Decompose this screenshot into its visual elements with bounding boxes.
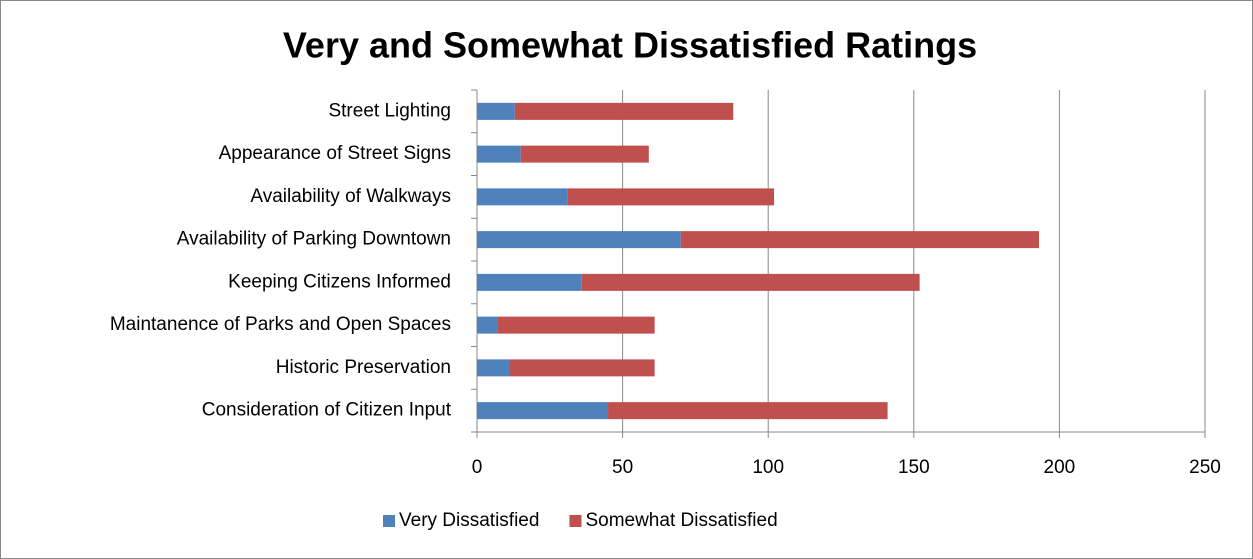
y-tick-label: Historic Preservation: [276, 357, 451, 378]
legend-label: Somewhat Dissatisfied: [585, 510, 777, 531]
bar: [477, 273, 582, 291]
bar: [477, 188, 568, 206]
y-tick-label: Maintanence of Parks and Open Spaces: [110, 314, 451, 335]
bar: [520, 145, 649, 163]
x-tick-label: 250: [1189, 457, 1221, 478]
bar: [477, 145, 521, 163]
bar: [514, 102, 734, 120]
chart-title: Very and Somewhat Dissatisfied Ratings: [283, 25, 977, 66]
bar: [680, 231, 1040, 249]
bar: [477, 231, 681, 249]
bar: [477, 402, 609, 420]
legend-label: Very Dissatisfied: [399, 510, 539, 531]
y-tick-label: Street Lighting: [328, 100, 451, 121]
bar: [497, 316, 655, 334]
y-tick-label: Appearance of Street Signs: [219, 143, 451, 164]
bar: [477, 102, 515, 120]
x-tick-label: 50: [612, 457, 633, 478]
legend-swatch: [383, 515, 395, 527]
bar: [477, 359, 510, 377]
y-tick-label: Consideration of Citizen Input: [202, 400, 452, 421]
y-tick-label: Availability of Parking Downtown: [177, 229, 451, 250]
legend-swatch: [569, 515, 582, 527]
bar: [567, 188, 775, 206]
y-tick-label: Availability of Walkways: [250, 186, 451, 207]
x-tick-label: 200: [1044, 457, 1076, 478]
bar: [581, 273, 920, 291]
x-tick-label: 100: [752, 457, 784, 478]
bar: [608, 402, 888, 420]
x-tick-label: 150: [898, 457, 930, 478]
y-tick-label: Keeping Citizens Informed: [228, 271, 451, 292]
bar: [509, 359, 655, 377]
bar: [477, 316, 498, 334]
x-tick-label: 0: [472, 457, 483, 478]
